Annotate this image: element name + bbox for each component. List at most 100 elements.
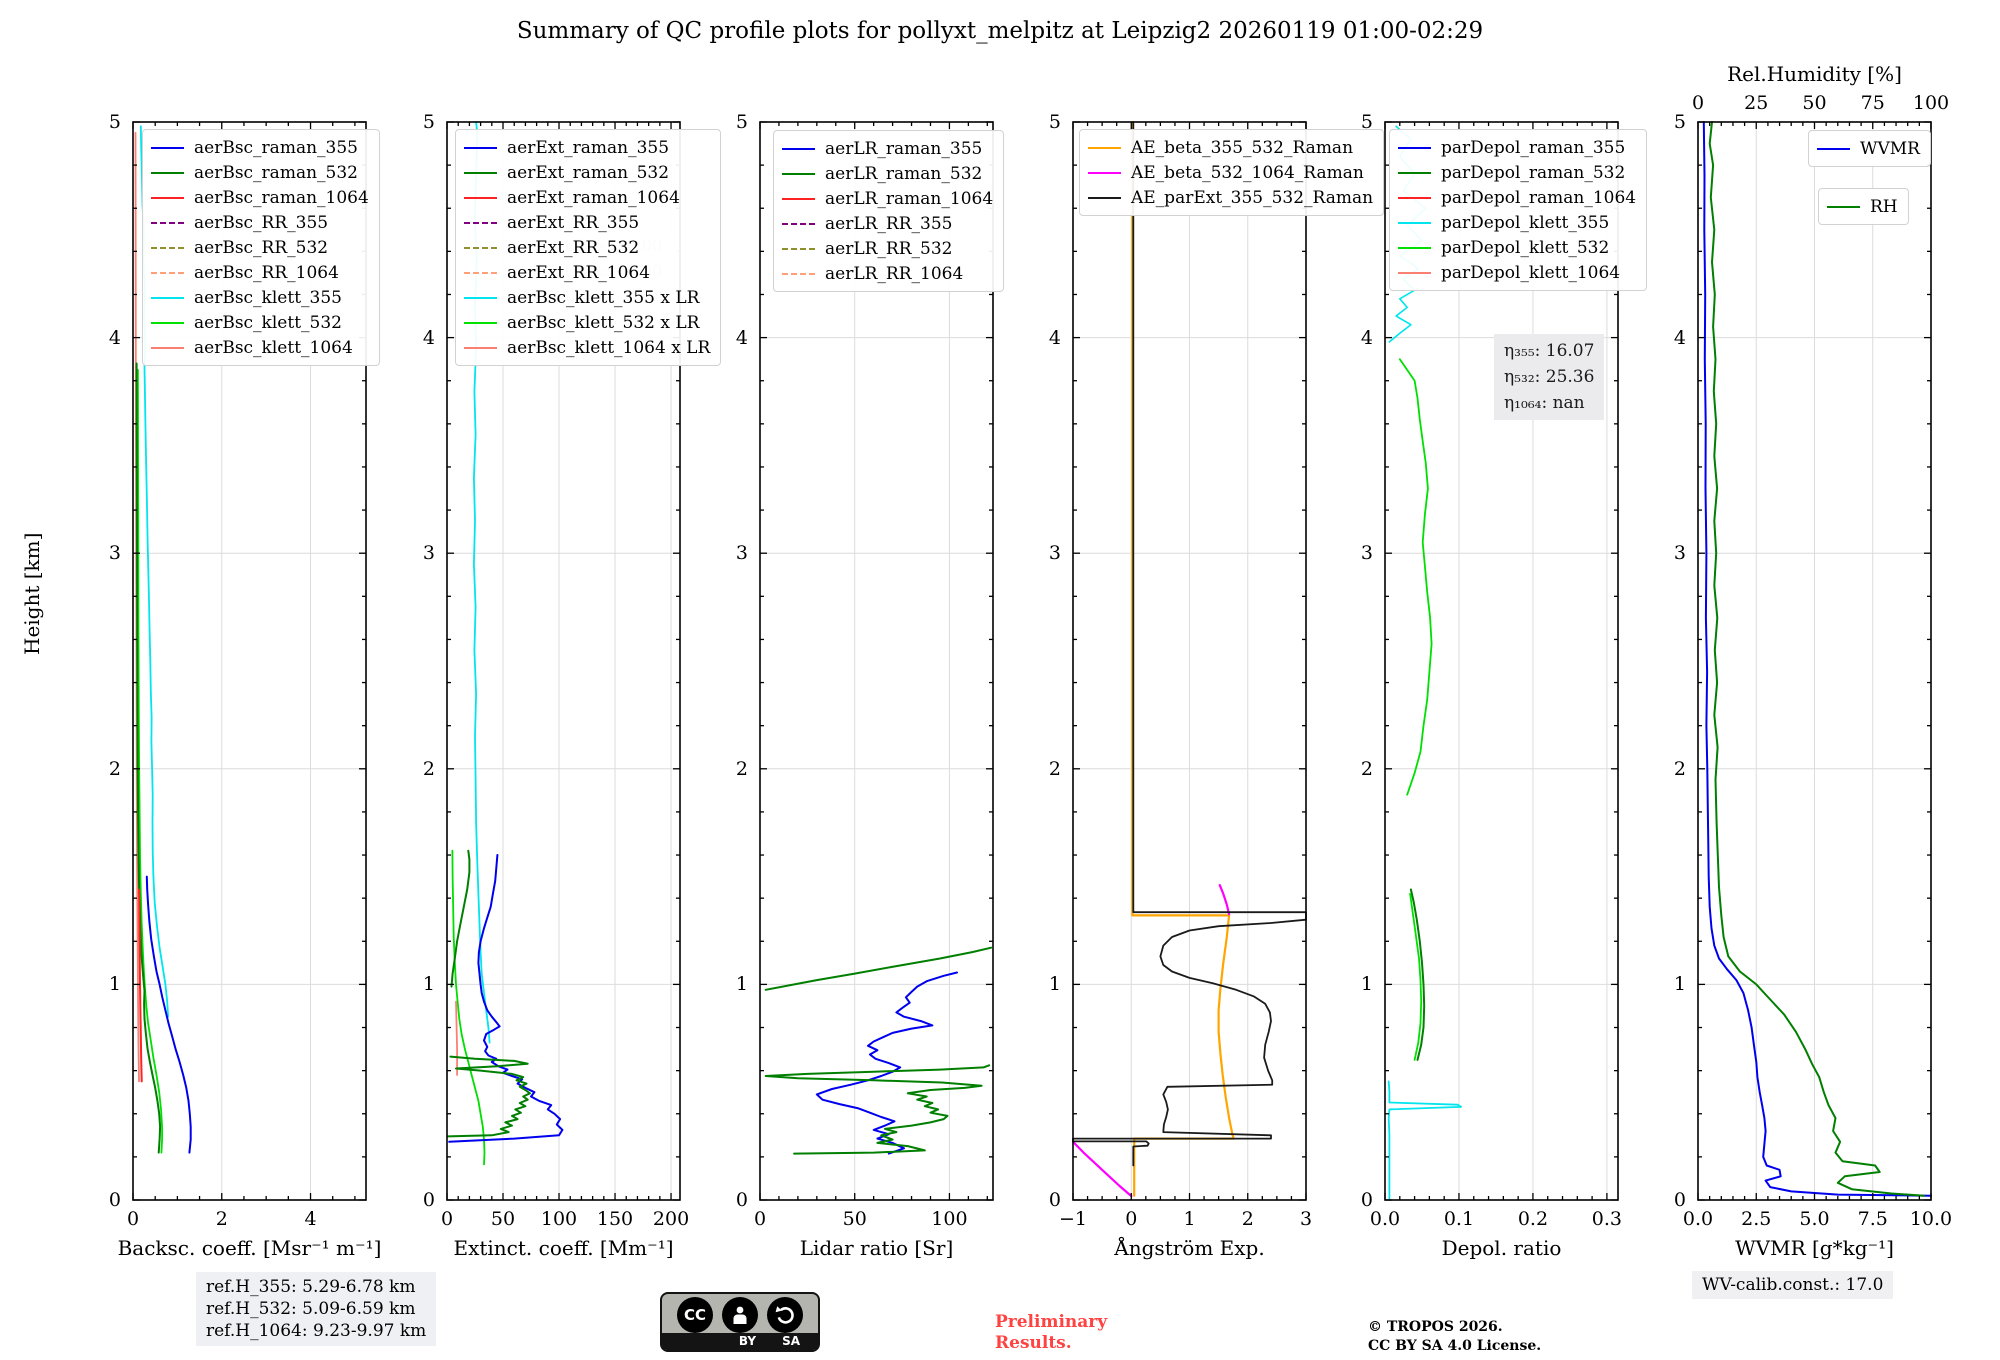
legend-label: parDepol_klett_532	[1441, 237, 1610, 258]
series-aerBsc_klett_1064_xLR	[455, 1000, 458, 1076]
legend-swatch	[151, 146, 184, 149]
legend-swatch	[1817, 147, 1850, 150]
legend-swatch	[782, 272, 815, 275]
by-label: BY	[738, 1334, 757, 1348]
eta-532: η₅₃₂: 25.36	[1504, 367, 1595, 387]
y-axis-label: Height [km]	[20, 532, 44, 655]
panel-wvmr-plot	[1697, 121, 1932, 1201]
top-axis-title: Rel.Humidity [%]	[1727, 62, 1902, 86]
y-tick-label: 4	[422, 326, 435, 349]
top-tick-label: 0	[1691, 92, 1705, 114]
x-axis-title: Backsc. coeff. [Msr⁻¹ m⁻¹]	[117, 1236, 382, 1260]
series-aerLR_raman_532_low	[764, 1064, 991, 1155]
legend-entry: aerLR_raman_355	[782, 136, 993, 161]
legend-entry: aerExt_raman_1064	[464, 185, 710, 210]
y-tick-label: 3	[1360, 542, 1373, 565]
legend-label: aerBsc_RR_355	[194, 212, 329, 233]
legend-label: aerBsc_raman_355	[194, 137, 358, 158]
legend-swatch	[151, 196, 184, 199]
x-tick-label: −1	[1058, 1208, 1088, 1230]
x-tick-label: 0	[126, 1208, 140, 1230]
legend-label: aerLR_raman_532	[825, 163, 983, 184]
x-tick-label: 0.3	[1591, 1208, 1622, 1230]
y-tick-label: 3	[422, 542, 435, 565]
y-tick-label: 2	[1360, 757, 1373, 780]
series-aerBsc_raman_1064	[138, 888, 143, 1083]
legend-label: parDepol_raman_1064	[1441, 187, 1637, 208]
preliminary-results-note: Preliminary Results.	[995, 1312, 1108, 1353]
wv-calibration-annotation: WV-calib.const.: 17.0	[1692, 1271, 1894, 1299]
y-tick-label: 0	[1360, 1189, 1373, 1211]
series-aerBsc_klett_532	[137, 369, 163, 1154]
panel-ext-plot	[446, 121, 681, 1201]
eta-355: η₃₅₅: 16.07	[1504, 341, 1595, 361]
series-RH	[1708, 121, 1925, 1197]
panel-lr-plot	[759, 121, 994, 1201]
y-tick-label: 5	[422, 111, 435, 133]
legend-swatch	[151, 321, 184, 324]
legend-label: aerLR_raman_1064	[825, 188, 994, 209]
x-tick-label: 0	[753, 1208, 767, 1230]
legend-entry: aerExt_RR_1064	[464, 260, 710, 285]
legend-entry: AE_beta_355_532_Raman	[1088, 135, 1373, 160]
legend-swatch	[464, 146, 497, 149]
x-tick-label: 50	[490, 1208, 516, 1230]
y-tick-label: 3	[1673, 542, 1686, 565]
legend-swatch	[1398, 171, 1431, 174]
eta-annotation: η₃₅₅: 16.07 η₅₃₂: 25.36 η₁₀₆₄: nan	[1494, 334, 1605, 420]
series-AE_beta_532_1064_bottom	[1072, 1140, 1133, 1198]
legend-swatch	[1088, 146, 1121, 149]
top-tick-label: 25	[1744, 92, 1769, 114]
legend-entry: parDepol_raman_532	[1398, 160, 1636, 185]
y-tick-label: 1	[1673, 973, 1686, 996]
legend-label: aerBsc_klett_355 x LR	[507, 287, 700, 308]
legend-entry: aerBsc_klett_1064 x LR	[464, 335, 710, 360]
attribution-person-icon	[722, 1297, 758, 1333]
series-WVMR	[1702, 121, 1932, 1197]
series-parDepol_klett_532_up	[1398, 358, 1433, 796]
cc-icons-row: CC	[662, 1294, 818, 1333]
legend-swatch	[1398, 271, 1431, 274]
legend-label: aerLR_RR_532	[825, 238, 953, 259]
x-tick-label: 1	[1183, 1208, 1196, 1230]
eta-1064: η₁₀₆₄: nan	[1504, 393, 1585, 413]
x-tick-label: 150	[596, 1208, 634, 1230]
legend-label: AE_parExt_355_532_Raman	[1131, 187, 1374, 208]
y-tick-label: 0	[422, 1189, 435, 1211]
y-tick-label: 5	[1360, 111, 1373, 133]
series-aerExt_raman_532_low	[447, 1055, 531, 1138]
x-axis-title: Ångström Exp.	[1114, 1236, 1265, 1260]
legend-entry: AE_beta_532_1064_Raman	[1088, 160, 1373, 185]
top-tick-label: 75	[1860, 92, 1885, 114]
legend-swatch	[782, 247, 815, 250]
x-tick-label: 100	[540, 1208, 578, 1230]
cc-badge-labels: BY SA	[662, 1333, 818, 1350]
legend-swatch	[1398, 246, 1431, 249]
legend-swatch	[464, 246, 497, 249]
panel-backsc: 0 2 4 0 1 2 3 4 5 Backsc. coeff. [Msr⁻¹ m⁻¹] aerBs…	[109, 111, 381, 1260]
legend: aerExt_raman_355 aerExt_raman_532 aerExt_r…	[455, 129, 722, 366]
refh-355: ref.H_355: 5.29-6.78 km	[206, 1277, 416, 1297]
legend-entry: parDepol_klett_532	[1398, 235, 1636, 260]
panel-angstrom: −1 0 1 2 3 0 1 2 3 4 5 Ångström Exp. AE_beta_355_532…	[1049, 111, 1385, 1260]
series-aerLR_raman_355	[815, 971, 958, 1155]
legend-swatch	[151, 271, 184, 274]
panel-ext: 0 50 100 150 200 0 1 2 3 4 5 Extinct. coeff. [Mm⁻¹]…	[423, 111, 722, 1260]
y-tick-label: 2	[1673, 757, 1686, 780]
legend-entry: aerBsc_raman_355	[151, 135, 369, 160]
y-tick-label: 5	[1048, 111, 1061, 133]
panel-depol: 0.0 0.1 0.2 0.3 0 1 2 3 4 5 Depol. ratio parDepol_r…	[1361, 111, 1648, 1260]
y-tick-label: 2	[735, 757, 748, 780]
y-tick-label: 1	[422, 973, 435, 996]
legend-entry: aerBsc_klett_1064	[151, 335, 369, 360]
legend-label: aerBsc_RR_1064	[194, 262, 339, 283]
legend-label: parDepol_klett_355	[1441, 212, 1610, 233]
legend-swatch	[1398, 146, 1431, 149]
legend-label: AE_beta_355_532_Raman	[1131, 137, 1354, 158]
series-aerExt_raman_355	[448, 854, 564, 1143]
legend-label: WVMR	[1860, 138, 1920, 159]
x-axis-title: Depol. ratio	[1441, 1236, 1562, 1260]
legend-entry: aerBsc_RR_532	[151, 235, 369, 260]
legend-swatch	[151, 246, 184, 249]
x-tick-label: 3	[1299, 1208, 1313, 1230]
